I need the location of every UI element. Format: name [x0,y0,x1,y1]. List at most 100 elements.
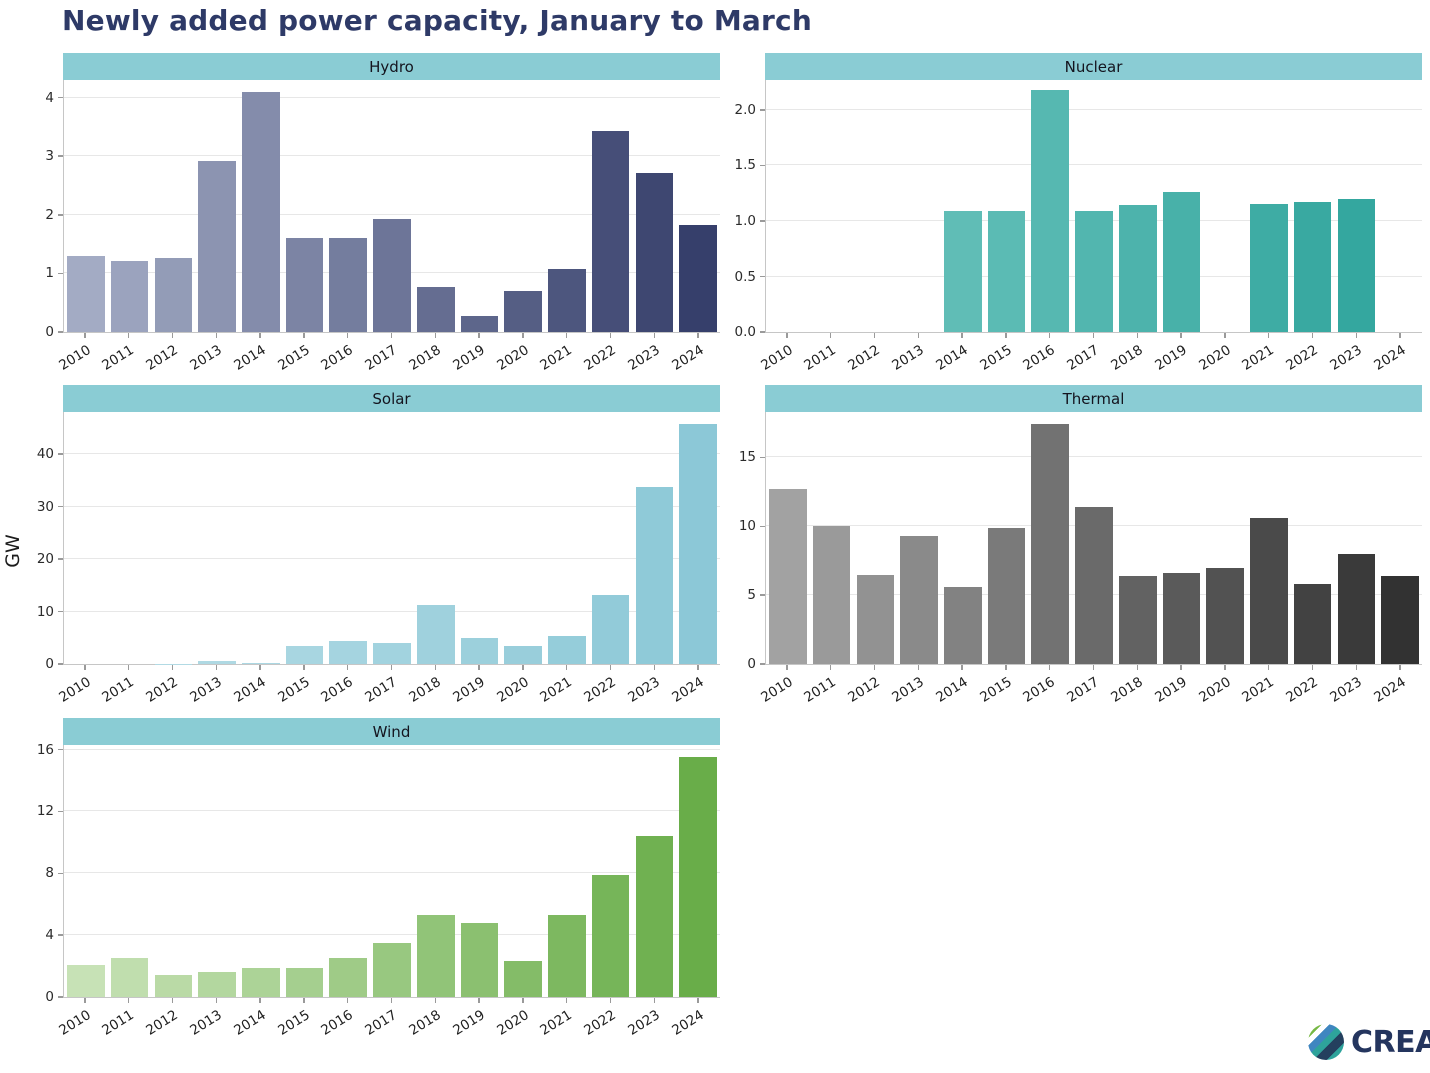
bar [548,915,586,997]
x-tick-label-text: 2019 [1151,342,1190,374]
bar [1293,584,1332,664]
x-tick-label-text: 2014 [932,342,971,374]
y-tick-label: 1.5 [734,157,756,174]
x-tick-label-text: 2013 [187,674,225,706]
gridline [766,108,1422,110]
x-tick-label-text: 2020 [493,674,532,706]
y-tick-mark [57,272,63,275]
x-tick-mark [303,665,305,670]
x-tick-label-text: 2018 [1108,674,1146,706]
x-tick-mark [609,333,612,338]
gridline [64,748,720,750]
plot-area: 0 4 8 12 16 [37,742,720,1005]
x-tick-mark [697,665,699,670]
y-tick-label: 1.0 [734,213,756,229]
y-tick-label: 0.0 [734,324,756,340]
x-tick-label-text: 2011 [801,674,840,706]
x-tick-label-text: 2024 [668,1007,707,1039]
bar [154,975,193,997]
panel-title: Wind [63,718,720,745]
gridline [64,934,720,936]
x-tick-label-text: 2010 [757,674,796,706]
y-tick-mark [759,220,765,222]
x-tick-mark [873,333,876,338]
x-tick-mark [215,998,218,1003]
bar [285,238,324,332]
x-tick-mark [434,665,437,670]
bar [460,315,499,332]
x-tick-label-text: 2022 [1283,342,1321,374]
x-axis: 2010 2011 2012 2013 2014 2015 2016 2017 2018 2019… [56,998,720,1044]
x-tick-label-text: 2013 [889,342,927,374]
bar [416,286,455,332]
y-tick-label: 20 [36,551,54,567]
gridline [766,164,1422,166]
y-tick-mark [57,610,63,613]
gridline [64,155,720,157]
x-tick-mark [697,333,699,338]
x-tick-label-text: 2015 [274,674,313,706]
x-tick-mark [653,333,656,338]
plot-area: 0 10 20 30 40 [37,412,720,672]
y-axis-label: GW [1,534,24,568]
bar [285,645,324,664]
x-tick-mark [259,333,261,338]
y-tick-label: 15 [738,449,756,466]
x-tick-mark [1267,333,1270,338]
x-tick-mark [215,665,218,670]
x-tick-mark [346,333,349,338]
x-tick-label-text: 2022 [581,1007,619,1039]
bar [460,922,499,997]
x-tick-mark [1180,665,1182,670]
x-tick-mark [259,665,261,670]
x-tick-mark [346,998,349,1003]
x-tick-label-text: 2019 [449,674,488,706]
x-tick-mark [1224,665,1226,670]
y-tick-mark [57,331,63,333]
x-tick-mark [873,665,876,670]
x-tick-mark [478,998,480,1003]
y-tick-label: 0 [45,989,54,1005]
x-tick-mark [1399,333,1401,338]
bar [1075,507,1113,664]
x-tick-mark [1136,333,1139,338]
bar [373,643,411,664]
x-tick-label-text: 2010 [55,342,94,374]
x-tick-label-text: 2011 [99,674,138,706]
x-tick-label-text: 2018 [406,1007,444,1039]
bar [1206,567,1244,664]
x-tick-label-text: 2015 [274,342,313,374]
bar [285,967,324,997]
x-tick-label-text: 2017 [362,342,400,374]
x-tick-mark [917,333,920,338]
bar [1250,518,1288,664]
y-tick-label: 3 [45,148,54,165]
x-tick-label-text: 2015 [274,1007,313,1039]
page-title: Newly added power capacity, January to M… [62,4,812,37]
bar [1337,198,1376,332]
x-tick-mark [917,665,920,670]
panel-title: Nuclear [765,53,1422,80]
y-tick-label: 12 [36,803,54,820]
crea-logo-icon [1308,1024,1344,1060]
bar [1031,424,1070,664]
x-tick-mark [1267,665,1270,670]
y-tick-label: 1 [45,265,54,282]
y-tick-mark [759,525,765,528]
y-tick-label: 16 [36,741,54,758]
x-tick-mark [346,665,349,670]
plot-area: 0 1 2 3 4 [45,80,720,340]
x-tick-mark [961,665,963,670]
bar [987,211,1026,332]
gridline [64,453,720,454]
x-tick-mark [1180,333,1182,338]
x-tick-label-text: 2019 [449,1007,488,1039]
x-tick-mark [1399,665,1401,670]
x-axis: 2010 2011 2012 2013 2014 2015 2016 2017 2018 2019… [758,665,1422,711]
x-tick-mark [478,665,480,670]
x-tick-label-text: 2023 [625,674,663,706]
panel-title: Solar [63,385,720,412]
bar [198,160,236,332]
bar [679,225,717,332]
